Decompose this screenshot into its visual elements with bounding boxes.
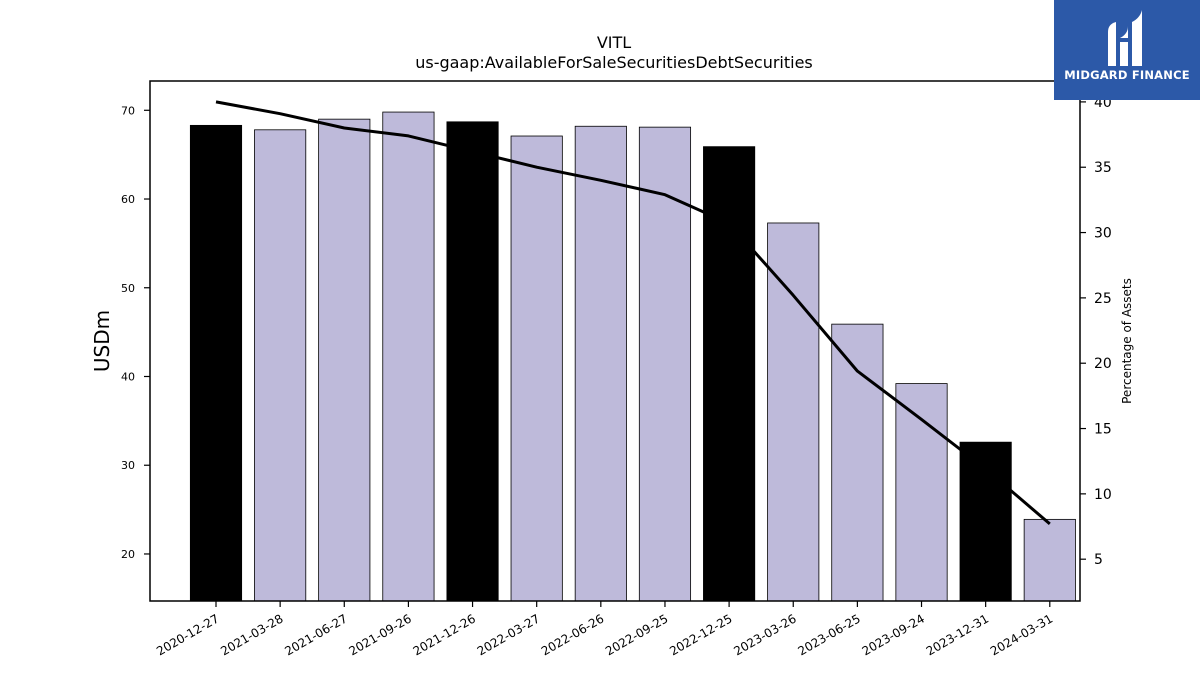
y2-tick-label: 15 — [1094, 422, 1112, 438]
y-tick-label: 30 — [121, 459, 135, 472]
bar-2023-12-31 — [959, 441, 1012, 602]
y-axis: 20 30 40 50 60 70 — [121, 104, 150, 561]
x-tick-label: 2023-09-24 — [860, 611, 927, 658]
bar-2023-06-25 — [831, 323, 884, 602]
logo-text: MIDGARD FINANCE — [1064, 68, 1190, 82]
y2-tick-label: 5 — [1094, 552, 1103, 568]
x-tick-label: 2022-09-25 — [603, 611, 670, 658]
x-tick-label: 2022-03-27 — [475, 611, 542, 658]
x-tick-label: 2022-06-26 — [539, 611, 606, 658]
x-tick-label: 2023-12-31 — [924, 611, 991, 658]
y-tick-label: 50 — [121, 282, 135, 295]
bar-2021-09-26 — [382, 111, 435, 602]
y2-tick-label: 25 — [1094, 291, 1112, 307]
y-tick-label: 60 — [121, 193, 135, 206]
x-tick-label: 2023-06-25 — [795, 611, 862, 658]
bar-2022-06-26 — [574, 125, 627, 602]
bar-2022-03-27 — [510, 135, 563, 602]
bar-2020-12-27 — [189, 124, 243, 602]
y-tick-label: 70 — [121, 104, 135, 117]
logo-mark-icon — [1108, 10, 1142, 66]
bar-2021-03-28 — [254, 129, 307, 602]
chart-subtitle: us-gaap:AvailableForSaleSecuritiesDebtSe… — [415, 53, 813, 72]
bar-2023-03-26 — [767, 222, 820, 602]
brand-logo: MIDGARD FINANCE — [1054, 0, 1200, 100]
y2-tick-label: 35 — [1094, 160, 1112, 176]
x-tick-label: 2021-12-26 — [411, 611, 478, 658]
y-tick-label: 40 — [121, 370, 135, 383]
bar-2022-09-25 — [638, 126, 692, 602]
bar-2024-03-31 — [1023, 518, 1076, 602]
x-tick-label: 2021-09-26 — [347, 611, 414, 658]
percentage-line — [215, 100, 1051, 526]
x-tick-label: 2024-03-31 — [988, 611, 1055, 658]
x-tick-label: 2021-06-27 — [282, 611, 349, 658]
plot-frame — [149, 80, 1081, 602]
x-tick-label: 2023-03-26 — [731, 611, 798, 658]
y2-tick-label: 30 — [1094, 226, 1112, 242]
chart-title: VITL — [597, 33, 631, 52]
bar-2021-06-27 — [318, 118, 371, 602]
line-series — [215, 100, 1051, 526]
y2-tick-label: 20 — [1094, 356, 1112, 372]
y-tick-label: 20 — [121, 548, 135, 561]
y2-tick-label: 10 — [1094, 487, 1112, 503]
y-axis-label: USDm — [90, 310, 114, 372]
x-tick-label: 2021-03-28 — [218, 611, 285, 658]
y2-axis-label: Percentage of Assets — [1120, 278, 1134, 404]
bar-group — [189, 111, 1076, 602]
bar-2023-09-24 — [895, 383, 948, 602]
bar-2021-12-26 — [446, 121, 499, 602]
x-tick-label: 2022-12-25 — [667, 611, 734, 658]
x-tick-label: 2020-12-27 — [154, 611, 221, 658]
x-axis: 2020-12-272021-03-282021-06-272021-09-26… — [154, 601, 1055, 658]
